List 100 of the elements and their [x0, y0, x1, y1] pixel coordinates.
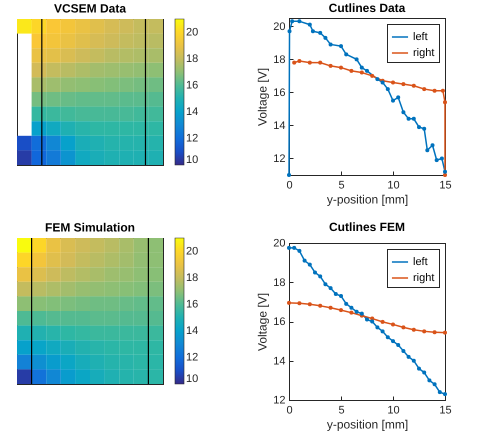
point	[328, 42, 333, 46]
color-bar-label: 16	[186, 298, 198, 310]
point	[432, 88, 437, 93]
chart-title: VCSEM Data	[54, 1, 126, 16]
point	[323, 36, 328, 40]
point	[396, 95, 400, 100]
point	[422, 87, 426, 92]
point	[318, 304, 322, 308]
point	[417, 366, 421, 371]
color-bar-label: 12	[186, 351, 198, 364]
y-tick-label: 14	[273, 355, 286, 368]
point	[318, 60, 322, 65]
point	[318, 274, 322, 278]
point	[386, 87, 390, 92]
point	[422, 329, 426, 334]
point	[427, 378, 432, 382]
point	[349, 310, 354, 315]
point	[349, 306, 354, 310]
color-bar-label: 10	[186, 373, 198, 385]
point	[412, 328, 416, 332]
y-tick-label: 12	[273, 394, 286, 406]
point	[430, 143, 435, 148]
point	[339, 294, 343, 298]
y-tick-label: 14	[273, 120, 286, 132]
point	[391, 98, 395, 103]
point	[297, 58, 302, 63]
legend-label: right	[413, 47, 434, 59]
point	[287, 246, 291, 250]
color-bar-label: 14	[186, 324, 198, 337]
point	[370, 320, 374, 324]
point	[406, 354, 411, 359]
legend-label: right	[413, 272, 434, 284]
y-tick-label: 18	[273, 54, 286, 66]
x-tick-label: 0	[286, 180, 293, 192]
point	[339, 308, 343, 312]
y-axis-title: Voltage [V]	[255, 68, 270, 126]
legend-label: left	[413, 256, 428, 268]
point	[412, 84, 416, 88]
point	[328, 306, 333, 310]
point	[391, 339, 395, 344]
legend-label: left	[413, 31, 428, 43]
point	[328, 64, 333, 68]
color-bar-label: 14	[186, 106, 198, 118]
point	[292, 60, 296, 65]
color-bar-label: 18	[186, 272, 198, 284]
point	[310, 29, 315, 34]
color-bar-label: 10	[186, 154, 198, 166]
point	[328, 286, 333, 290]
y-tick-label: 16	[273, 86, 286, 99]
y-axis-title: Voltage [V]	[255, 292, 270, 352]
point	[380, 329, 385, 334]
x-tick-label: 10	[387, 404, 400, 416]
point	[432, 382, 437, 386]
point	[401, 110, 406, 114]
x-tick-label: 5	[338, 404, 345, 416]
point	[290, 19, 294, 24]
x-tick-label: 0	[286, 404, 293, 416]
chart-title: FEM Simulation	[45, 220, 135, 234]
color-bar-label: 12	[186, 132, 198, 144]
x-axis-title: y-position [mm]	[326, 192, 408, 206]
point	[401, 348, 406, 353]
point	[297, 301, 302, 306]
chart-title: Cutlines Data	[328, 1, 406, 15]
point	[380, 320, 385, 324]
point	[339, 44, 343, 48]
point	[297, 248, 302, 253]
point	[297, 19, 302, 24]
point	[344, 52, 348, 56]
point	[440, 88, 445, 93]
y-tick-label: 20	[273, 238, 286, 250]
point	[318, 30, 322, 35]
point	[323, 282, 328, 286]
point	[434, 158, 439, 162]
point	[396, 343, 400, 348]
point	[425, 148, 430, 152]
point	[401, 325, 406, 330]
point	[313, 270, 317, 274]
point	[288, 29, 292, 34]
point	[375, 325, 380, 330]
point	[308, 262, 312, 267]
point	[422, 126, 426, 131]
color-bar-label: 18	[186, 52, 198, 65]
point	[339, 66, 343, 70]
point	[440, 156, 444, 160]
y-tick-label: 12	[273, 152, 286, 165]
point	[354, 310, 359, 314]
point	[308, 22, 312, 27]
point	[370, 74, 374, 78]
chart-title: Cutlines FEM	[328, 220, 406, 234]
point	[401, 82, 406, 86]
point	[391, 322, 395, 326]
y-tick-label: 20	[273, 20, 286, 33]
point	[308, 60, 312, 65]
point	[443, 330, 447, 335]
point	[417, 125, 421, 130]
point	[391, 80, 395, 84]
point	[422, 370, 426, 375]
color-bar-label: 16	[186, 79, 198, 92]
y-tick-label: 16	[273, 316, 286, 328]
point	[360, 70, 364, 75]
